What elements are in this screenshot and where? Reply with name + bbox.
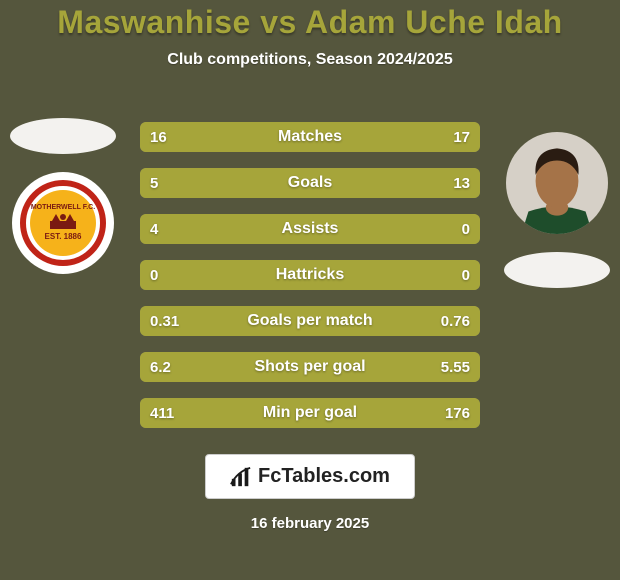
crest-est-text: EST. 1886 <box>45 233 82 242</box>
stat-value-left: 16 <box>150 122 167 152</box>
motherwell-crest-icon: MOTHERWELL F.C. EST. 1886 <box>20 180 106 266</box>
stat-value-right: 176 <box>445 398 470 428</box>
stat-row: Goals per match0.31 0.76 <box>140 306 480 336</box>
stat-value-left: 0.31 <box>150 306 179 336</box>
stat-value-right: 0 <box>462 260 470 290</box>
stat-value-left: 4 <box>150 214 158 244</box>
player-right-photo <box>506 132 608 234</box>
stat-row: Hattricks0 0 <box>140 260 480 290</box>
stat-label: Hattricks <box>140 260 480 290</box>
stat-value-right: 0.76 <box>441 306 470 336</box>
player-left-column: MOTHERWELL F.C. EST. 1886 <box>10 118 116 274</box>
stat-row: Goals5 13 <box>140 168 480 198</box>
content-wrapper: Maswanhise vs Adam Uche Idah Club compet… <box>0 0 620 580</box>
stat-row: Min per goal411 176 <box>140 398 480 428</box>
player-right-name-oval <box>504 252 610 288</box>
stat-value-right: 0 <box>462 214 470 244</box>
bar-chart-icon <box>230 466 252 488</box>
stat-row: Matches16 17 <box>140 122 480 152</box>
stat-row: Shots per goal6.2 5.55 <box>140 352 480 382</box>
crest-top-text: MOTHERWELL F.C. <box>31 204 95 212</box>
stat-value-right: 13 <box>453 168 470 198</box>
comparison-title: Maswanhise vs Adam Uche Idah <box>0 4 620 41</box>
stat-row: Assists4 0 <box>140 214 480 244</box>
stat-value-left: 6.2 <box>150 352 171 382</box>
stat-value-right: 5.55 <box>441 352 470 382</box>
player-left-crest: MOTHERWELL F.C. EST. 1886 <box>12 172 114 274</box>
crest-center-icon <box>48 211 78 231</box>
stat-label: Shots per goal <box>140 352 480 382</box>
brand-badge: FcTables.com <box>205 454 415 499</box>
stats-panel: Matches1617Goals513Assists40Hattricks00G… <box>140 122 480 428</box>
comparison-subtitle: Club competitions, Season 2024/2025 <box>0 51 620 69</box>
stat-value-right: 17 <box>453 122 470 152</box>
player-left-name-oval <box>10 118 116 154</box>
stat-label: Matches <box>140 122 480 152</box>
stat-value-left: 411 <box>150 398 174 428</box>
player-right-column <box>504 132 610 288</box>
stat-label: Goals per match <box>140 306 480 336</box>
date-text: 16 february 2025 <box>251 515 369 532</box>
stat-value-left: 5 <box>150 168 158 198</box>
stat-label: Assists <box>140 214 480 244</box>
stat-label: Goals <box>140 168 480 198</box>
stat-value-left: 0 <box>150 260 158 290</box>
stat-label: Min per goal <box>140 398 480 428</box>
player-photo-icon <box>506 132 608 234</box>
footer: FcTables.com 16 february 2025 <box>0 454 620 532</box>
brand-text: FcTables.com <box>258 465 390 488</box>
